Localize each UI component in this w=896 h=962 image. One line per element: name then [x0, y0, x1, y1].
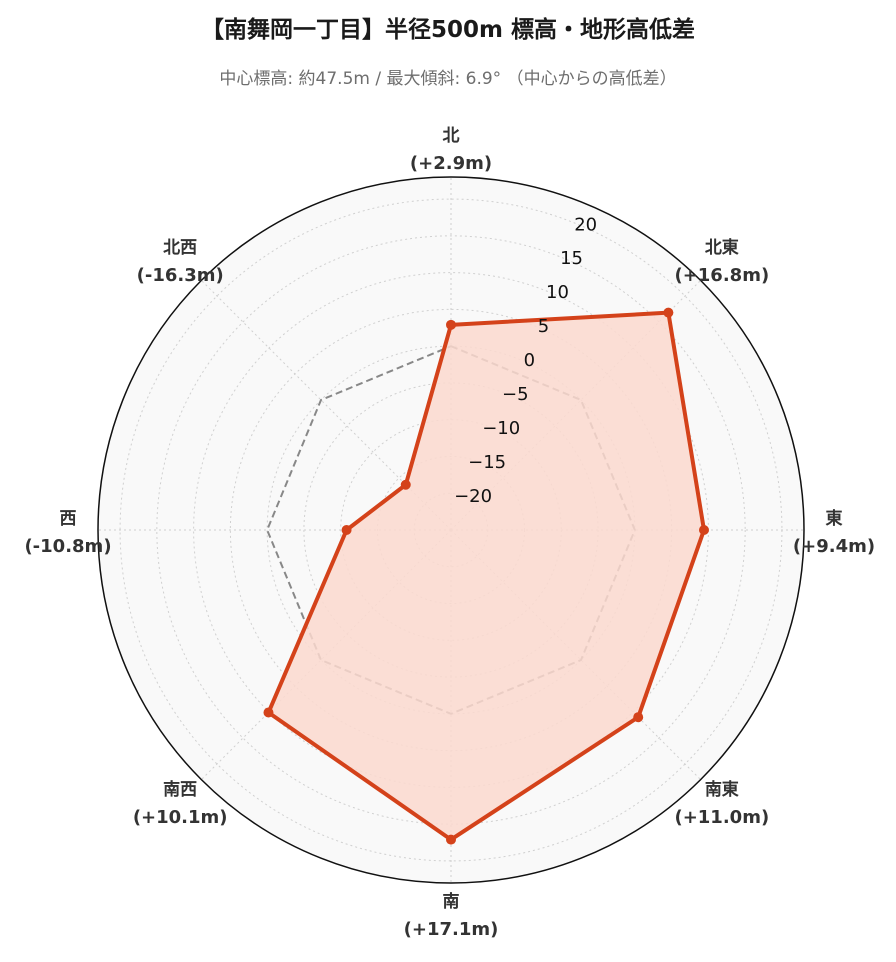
- data-point: [263, 707, 274, 718]
- direction-value-label: (+11.0m): [674, 807, 769, 828]
- data-point: [400, 479, 411, 490]
- direction-label: 北: [443, 126, 460, 146]
- radial-tick-label: −20: [454, 486, 492, 507]
- direction-label: 東: [826, 508, 843, 529]
- polar-frame: [97, 176, 805, 884]
- data-point: [446, 834, 456, 845]
- radial-tick-label: 10: [546, 282, 569, 303]
- direction-label: 南東: [705, 779, 739, 800]
- direction-label: 南: [443, 891, 460, 912]
- data-point: [633, 712, 644, 723]
- direction-value-label: (+17.1m): [404, 919, 499, 940]
- direction-value-label: (+10.1m): [133, 807, 228, 828]
- radial-tick-label: −5: [502, 384, 529, 405]
- radial-tick-label: 5: [538, 316, 549, 337]
- direction-label: 南西: [163, 779, 197, 800]
- data-point: [446, 319, 456, 330]
- direction-value-label: (+2.9m): [410, 153, 492, 174]
- data-point: [698, 525, 709, 535]
- direction-value-label: (-10.8m): [24, 536, 111, 557]
- direction-label: 西: [60, 509, 77, 529]
- chart-title: 【南舞岡一丁目】半径500m 標高・地形高低差: [201, 17, 695, 43]
- direction-value-label: (-16.3m): [137, 265, 224, 286]
- grid-spoke: [201, 280, 452, 531]
- radial-tick-label: 15: [560, 248, 583, 269]
- chart-subtitle: 中心標高: 約47.5m / 最大傾斜: 6.9° （中心からの高低差）: [219, 69, 677, 89]
- radial-tick-label: −15: [468, 452, 506, 473]
- direction-label: 北西: [163, 238, 197, 258]
- direction-value-label: (+16.8m): [674, 265, 769, 286]
- radial-tick-label: −10: [482, 418, 520, 439]
- radial-tick-label: 20: [574, 214, 597, 235]
- data-point: [663, 307, 674, 318]
- series-area: [268, 312, 704, 840]
- direction-label: 北東: [705, 237, 739, 258]
- radial-tick-label: 0: [524, 350, 535, 371]
- direction-value-label: (+9.4m): [793, 536, 875, 557]
- data-point: [341, 525, 352, 535]
